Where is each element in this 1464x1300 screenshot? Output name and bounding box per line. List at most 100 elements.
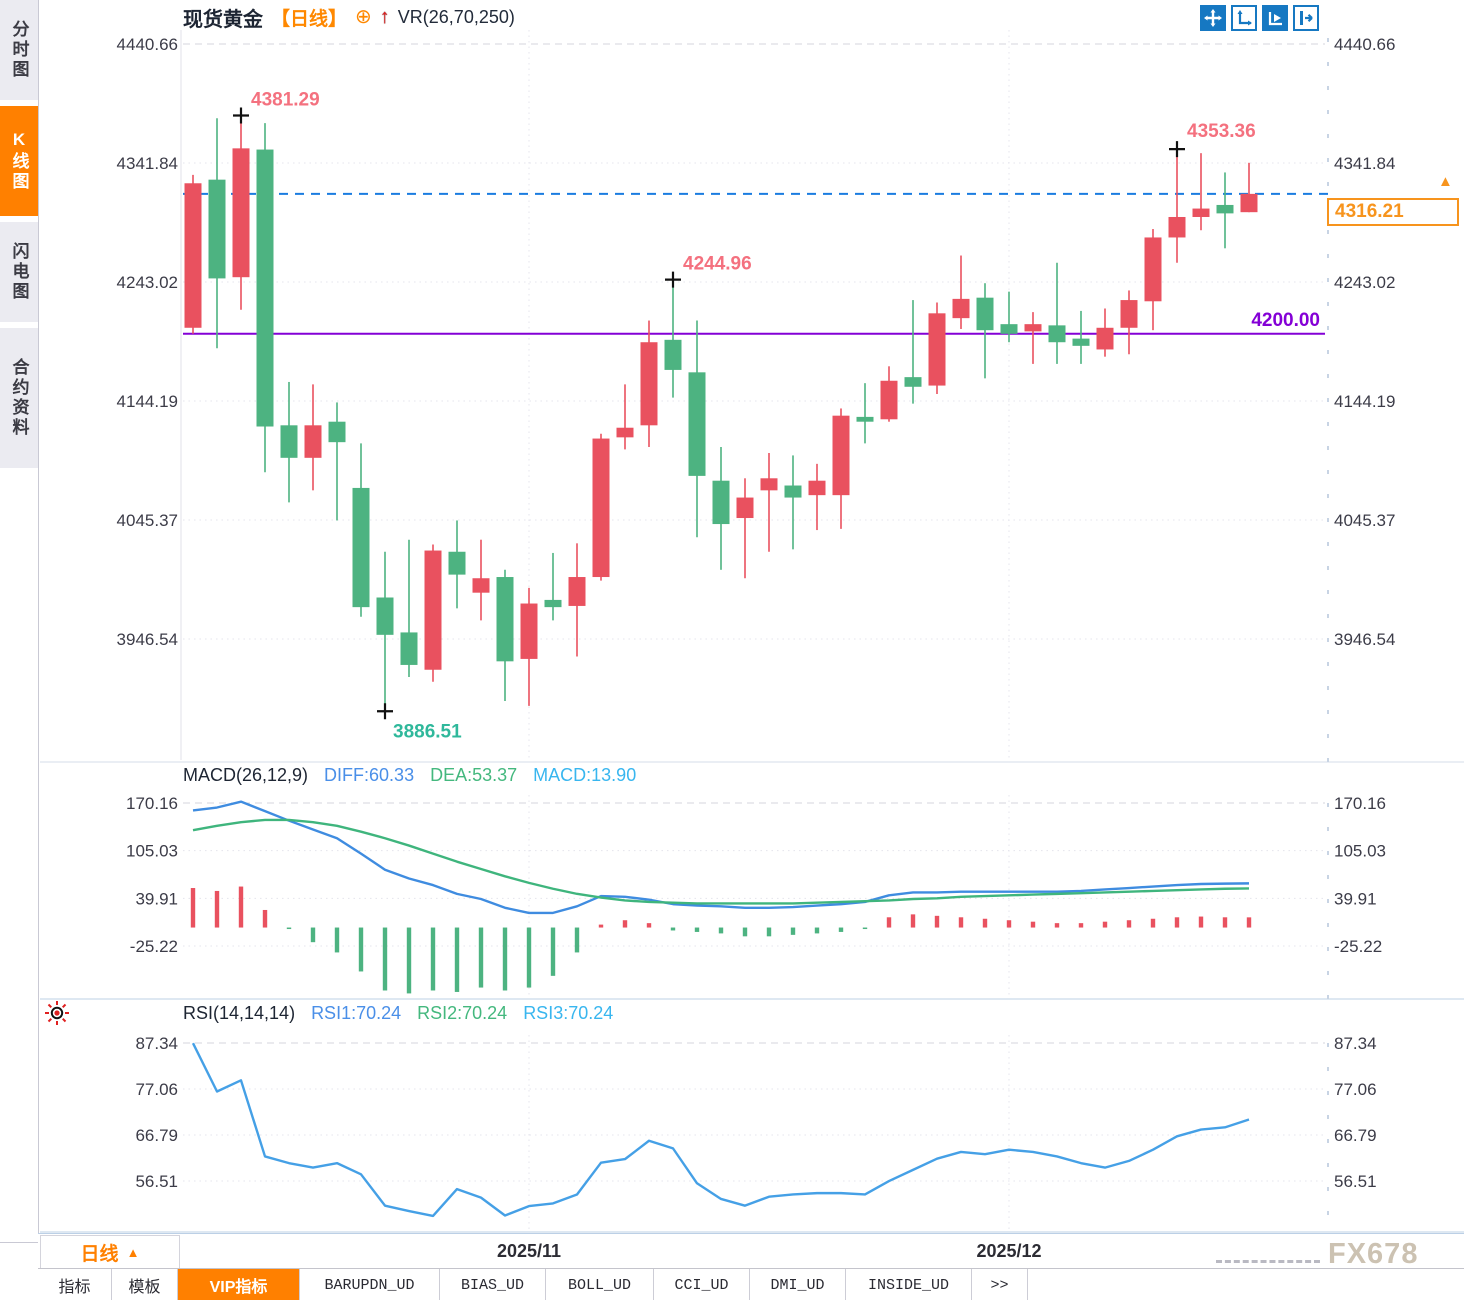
axis-tick <box>1327 254 1329 258</box>
macd-hist-bar <box>838 927 844 932</box>
candle[interactable] <box>1096 308 1114 357</box>
tab-bias_ud[interactable]: BIAS_UD <box>440 1269 546 1300</box>
candles-layer[interactable] <box>184 115 1258 712</box>
candle[interactable] <box>952 255 970 329</box>
tab-dmi_ud[interactable]: DMI_UD <box>750 1269 846 1300</box>
sidebar-item-2[interactable]: 闪电图 <box>0 222 38 322</box>
macd-hist-bar <box>1222 917 1228 928</box>
candle[interactable] <box>256 123 274 473</box>
candle[interactable] <box>520 587 538 706</box>
price-axis-label: 4440.66 <box>1334 35 1395 54</box>
tab-barupdn_ud[interactable]: BARUPDN_UD <box>300 1269 440 1300</box>
extreme-marker-icon <box>1169 141 1185 158</box>
axis-tick <box>1327 614 1329 618</box>
candle[interactable] <box>1216 172 1234 249</box>
tab-boll_ud[interactable]: BOLL_UD <box>546 1269 654 1300</box>
candle[interactable] <box>928 302 946 395</box>
candle[interactable] <box>1072 310 1090 364</box>
macd-hist-bar <box>934 915 940 928</box>
axis-tick <box>1327 62 1329 66</box>
candle[interactable] <box>232 115 250 310</box>
candle[interactable] <box>1168 149 1186 263</box>
candle[interactable] <box>1144 229 1162 331</box>
macd-hist-bar <box>958 917 964 928</box>
candle[interactable] <box>280 381 298 503</box>
move-tool-icon[interactable] <box>1200 5 1226 31</box>
macd-hist-bar <box>646 923 652 928</box>
candle[interactable] <box>496 569 514 702</box>
tab-cci_ud[interactable]: CCI_UD <box>654 1269 750 1300</box>
axis-tick <box>1327 947 1329 951</box>
candle[interactable] <box>1000 291 1018 343</box>
candle[interactable] <box>328 402 346 521</box>
axis-scale-icon[interactable] <box>1231 5 1257 31</box>
candle[interactable] <box>1240 162 1258 213</box>
candle[interactable] <box>424 544 442 682</box>
sidebar-item-1[interactable]: K线图 <box>0 106 38 216</box>
candle[interactable] <box>856 383 874 444</box>
candle[interactable] <box>472 539 490 621</box>
axis-tick <box>1327 971 1329 975</box>
candle-body <box>544 599 562 608</box>
period-selector[interactable]: 日线 ▲ <box>40 1235 180 1269</box>
add-indicator-icon[interactable]: ⊕ <box>355 6 372 28</box>
candle[interactable] <box>1120 290 1138 355</box>
candle[interactable] <box>400 539 418 677</box>
rsi-axis-label: 77.06 <box>135 1080 178 1099</box>
tab->>[interactable]: >> <box>972 1269 1028 1300</box>
macd-hist-bar <box>1006 920 1012 928</box>
candle[interactable] <box>760 453 778 552</box>
candle[interactable] <box>784 455 802 550</box>
candle[interactable] <box>688 320 706 538</box>
macd-axis-label: 170.16 <box>126 794 178 813</box>
tab-inside_ud[interactable]: INSIDE_UD <box>846 1269 972 1300</box>
candle[interactable] <box>616 384 634 450</box>
candle-body <box>640 342 658 426</box>
axis-scale-auto-icon[interactable] <box>1262 5 1288 31</box>
candle[interactable] <box>1024 312 1042 364</box>
candle[interactable] <box>592 433 610 581</box>
candle[interactable] <box>448 520 466 609</box>
candle[interactable] <box>376 551 394 712</box>
candle[interactable] <box>1048 262 1066 364</box>
sidebar-item-0[interactable]: 分时图 <box>0 0 38 100</box>
price-annotation: 4381.29 <box>251 89 320 110</box>
candle[interactable] <box>352 443 370 617</box>
candle[interactable] <box>664 279 682 398</box>
candle-body <box>184 183 202 328</box>
candle-body <box>400 632 418 665</box>
candle[interactable] <box>1192 153 1210 231</box>
axis-tick <box>1327 1187 1329 1191</box>
candle-body <box>832 415 850 496</box>
tab-vip[interactable]: VIP指标 <box>178 1269 300 1300</box>
candle[interactable] <box>712 446 730 570</box>
candle[interactable] <box>808 463 826 531</box>
candle[interactable] <box>184 174 202 334</box>
macd-diff-line <box>192 800 1250 915</box>
candle[interactable] <box>304 384 322 491</box>
sidebar-item-3[interactable]: 合约资料 <box>0 328 38 468</box>
tab-[interactable]: 模板 <box>112 1269 178 1300</box>
candle[interactable] <box>976 283 994 379</box>
candle[interactable] <box>640 320 658 447</box>
candle[interactable] <box>904 300 922 404</box>
tab-[interactable]: 指标 <box>38 1269 112 1300</box>
axis-tick <box>1327 827 1329 831</box>
candle[interactable] <box>568 543 586 657</box>
rsi-axis-label: 66.79 <box>135 1126 178 1145</box>
macd-hist-bar <box>1150 918 1156 928</box>
candle[interactable] <box>832 408 850 529</box>
candle-body <box>664 339 682 370</box>
macd-hist-bar <box>1126 920 1132 928</box>
candle[interactable] <box>880 366 898 422</box>
price-axis-label: 3946.54 <box>1334 630 1395 649</box>
macd-hist-bar <box>406 927 412 994</box>
candle[interactable] <box>544 552 562 621</box>
pan-to-latest-icon[interactable] <box>1293 5 1319 31</box>
macd-hist-bar <box>1246 917 1252 928</box>
candle[interactable] <box>736 478 754 579</box>
candle[interactable] <box>208 118 226 349</box>
scroll-latest-arrow-icon[interactable]: ▲ <box>1438 173 1453 190</box>
